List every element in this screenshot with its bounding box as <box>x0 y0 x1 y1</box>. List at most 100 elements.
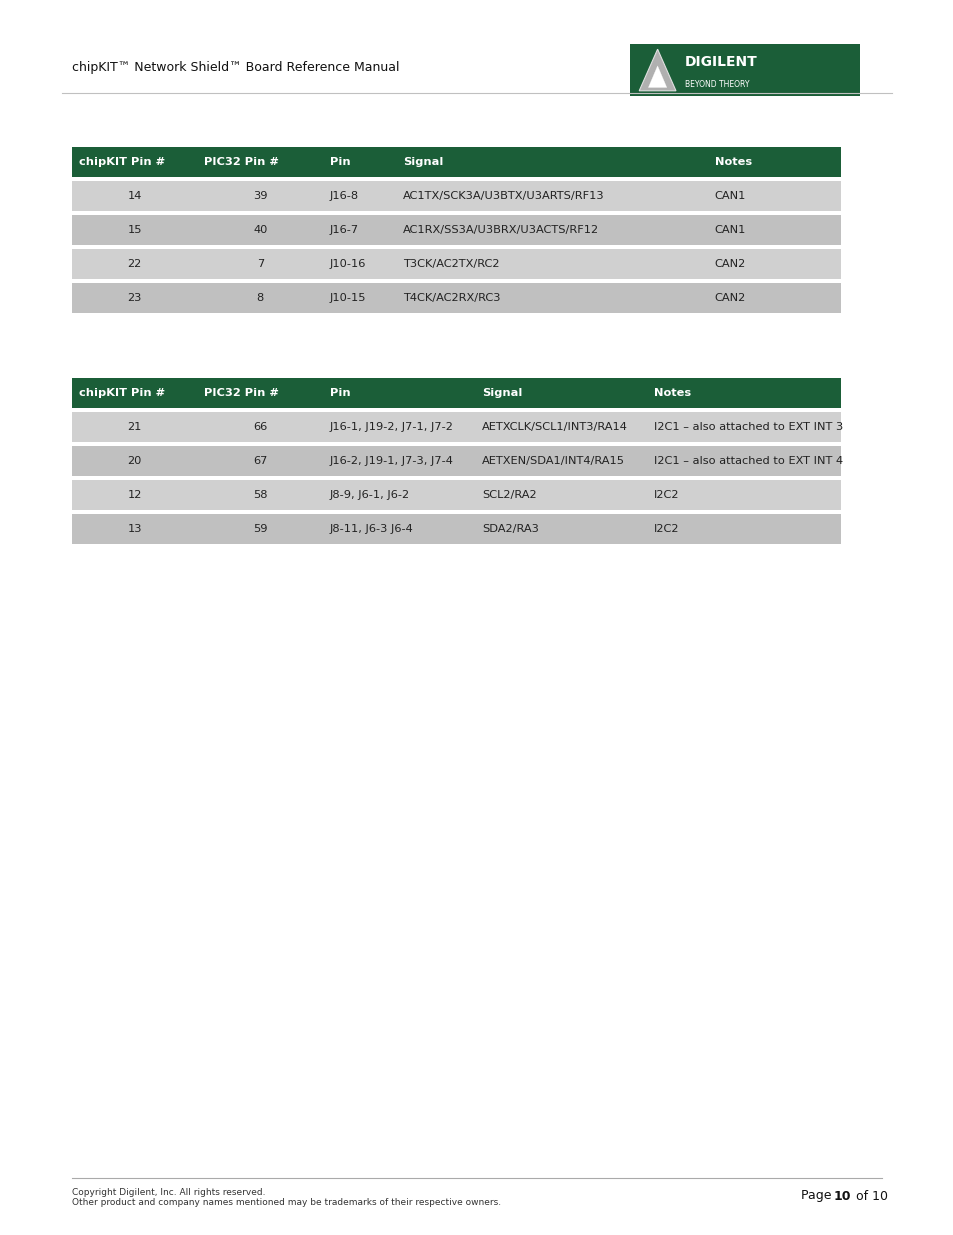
Text: chipKIT Pin #: chipKIT Pin # <box>78 388 165 398</box>
Polygon shape <box>648 65 666 88</box>
Text: T4CK/AC2RX/RC3: T4CK/AC2RX/RC3 <box>402 293 499 303</box>
FancyBboxPatch shape <box>71 215 197 245</box>
Text: Pin: Pin <box>330 388 350 398</box>
FancyBboxPatch shape <box>707 147 841 177</box>
FancyBboxPatch shape <box>197 215 323 245</box>
FancyBboxPatch shape <box>71 412 197 442</box>
FancyBboxPatch shape <box>475 412 646 442</box>
Polygon shape <box>639 49 676 91</box>
FancyBboxPatch shape <box>71 514 197 543</box>
FancyBboxPatch shape <box>646 412 841 442</box>
Text: Copyright Digilent, Inc. All rights reserved.: Copyright Digilent, Inc. All rights rese… <box>71 1188 265 1197</box>
Text: SCL2/RA2: SCL2/RA2 <box>481 490 537 500</box>
Text: Notes: Notes <box>714 157 751 167</box>
FancyBboxPatch shape <box>323 147 395 177</box>
FancyBboxPatch shape <box>395 147 707 177</box>
Text: AETXEN/SDA1/INT4/RA15: AETXEN/SDA1/INT4/RA15 <box>481 456 624 466</box>
Text: J16-7: J16-7 <box>330 225 358 235</box>
Text: DIGILENT: DIGILENT <box>684 56 757 69</box>
FancyBboxPatch shape <box>707 182 841 211</box>
Text: CAN2: CAN2 <box>714 259 745 269</box>
Text: J10-15: J10-15 <box>330 293 366 303</box>
Text: PIC32 Pin #: PIC32 Pin # <box>204 388 279 398</box>
Text: Notes: Notes <box>653 388 690 398</box>
FancyBboxPatch shape <box>646 480 841 510</box>
FancyBboxPatch shape <box>71 147 197 177</box>
Text: 39: 39 <box>253 191 267 201</box>
Text: J16-1, J19-2, J7-1, J7-2: J16-1, J19-2, J7-1, J7-2 <box>330 422 454 432</box>
Text: I2C2: I2C2 <box>653 490 679 500</box>
FancyBboxPatch shape <box>197 249 323 279</box>
FancyBboxPatch shape <box>646 378 841 408</box>
Text: AC1RX/SS3A/U3BRX/U3ACTS/RF12: AC1RX/SS3A/U3BRX/U3ACTS/RF12 <box>402 225 598 235</box>
FancyBboxPatch shape <box>197 182 323 211</box>
Text: I2C1 – also attached to EXT INT 4: I2C1 – also attached to EXT INT 4 <box>653 456 842 466</box>
Text: 12: 12 <box>128 490 142 500</box>
FancyBboxPatch shape <box>323 283 395 312</box>
Text: 40: 40 <box>253 225 267 235</box>
FancyBboxPatch shape <box>707 249 841 279</box>
FancyBboxPatch shape <box>71 182 197 211</box>
FancyBboxPatch shape <box>197 283 323 312</box>
FancyBboxPatch shape <box>71 283 197 312</box>
Text: J16-2, J19-1, J7-3, J7-4: J16-2, J19-1, J7-3, J7-4 <box>330 456 454 466</box>
FancyBboxPatch shape <box>197 412 323 442</box>
Text: Pin: Pin <box>330 157 350 167</box>
Text: of 10: of 10 <box>852 1189 887 1203</box>
FancyBboxPatch shape <box>475 514 646 543</box>
FancyBboxPatch shape <box>475 378 646 408</box>
Text: 14: 14 <box>128 191 142 201</box>
FancyBboxPatch shape <box>395 215 707 245</box>
FancyBboxPatch shape <box>475 446 646 475</box>
FancyBboxPatch shape <box>197 480 323 510</box>
FancyBboxPatch shape <box>646 446 841 475</box>
FancyBboxPatch shape <box>323 215 395 245</box>
Text: chipKIT™ Network Shield™ Board Reference Manual: chipKIT™ Network Shield™ Board Reference… <box>71 62 399 74</box>
FancyBboxPatch shape <box>71 480 197 510</box>
FancyBboxPatch shape <box>323 514 475 543</box>
Text: Signal: Signal <box>402 157 442 167</box>
Text: Page: Page <box>801 1189 835 1203</box>
Text: 66: 66 <box>253 422 267 432</box>
FancyBboxPatch shape <box>323 446 475 475</box>
Text: J10-16: J10-16 <box>330 259 366 269</box>
Text: J8-11, J6-3 J6-4: J8-11, J6-3 J6-4 <box>330 524 413 534</box>
Text: 7: 7 <box>256 259 264 269</box>
Text: J8-9, J6-1, J6-2: J8-9, J6-1, J6-2 <box>330 490 410 500</box>
Text: BEYOND THEORY: BEYOND THEORY <box>684 80 749 89</box>
FancyBboxPatch shape <box>71 249 197 279</box>
FancyBboxPatch shape <box>323 249 395 279</box>
Text: 21: 21 <box>128 422 142 432</box>
Text: T3CK/AC2TX/RC2: T3CK/AC2TX/RC2 <box>402 259 498 269</box>
FancyBboxPatch shape <box>71 378 197 408</box>
Text: 13: 13 <box>128 524 142 534</box>
FancyBboxPatch shape <box>323 412 475 442</box>
FancyBboxPatch shape <box>197 378 323 408</box>
Text: chipKIT Pin #: chipKIT Pin # <box>78 157 165 167</box>
Text: AETXCLK/SCL1/INT3/RA14: AETXCLK/SCL1/INT3/RA14 <box>481 422 627 432</box>
Text: Other product and company names mentioned may be trademarks of their respective : Other product and company names mentione… <box>71 1198 500 1207</box>
FancyBboxPatch shape <box>71 446 197 475</box>
Text: I2C2: I2C2 <box>653 524 679 534</box>
Text: AC1TX/SCK3A/U3BTX/U3ARTS/RF13: AC1TX/SCK3A/U3BTX/U3ARTS/RF13 <box>402 191 603 201</box>
Text: CAN1: CAN1 <box>714 191 745 201</box>
Text: CAN1: CAN1 <box>714 225 745 235</box>
FancyBboxPatch shape <box>629 44 859 96</box>
Text: 67: 67 <box>253 456 267 466</box>
FancyBboxPatch shape <box>197 446 323 475</box>
Text: Signal: Signal <box>481 388 522 398</box>
FancyBboxPatch shape <box>323 480 475 510</box>
Text: 20: 20 <box>128 456 142 466</box>
Text: 58: 58 <box>253 490 267 500</box>
FancyBboxPatch shape <box>395 249 707 279</box>
Text: 15: 15 <box>128 225 142 235</box>
FancyBboxPatch shape <box>707 215 841 245</box>
FancyBboxPatch shape <box>197 147 323 177</box>
FancyBboxPatch shape <box>197 514 323 543</box>
Text: J16-8: J16-8 <box>330 191 358 201</box>
Text: 59: 59 <box>253 524 267 534</box>
FancyBboxPatch shape <box>475 480 646 510</box>
FancyBboxPatch shape <box>395 182 707 211</box>
Text: 22: 22 <box>128 259 142 269</box>
Text: 23: 23 <box>128 293 142 303</box>
